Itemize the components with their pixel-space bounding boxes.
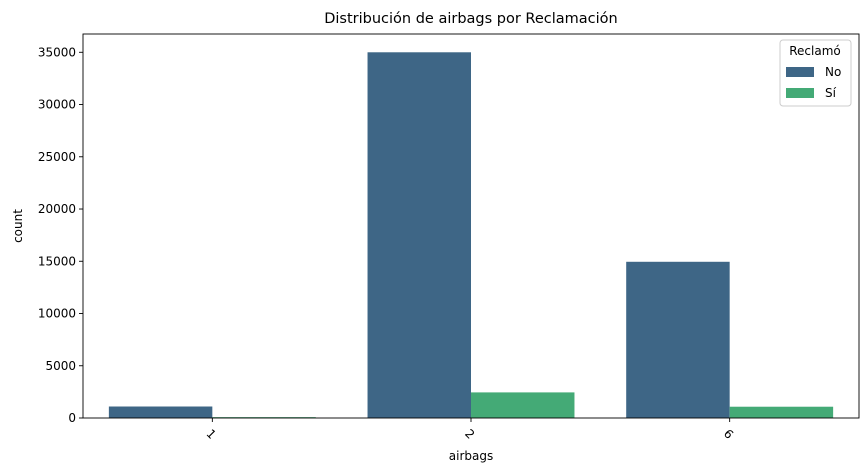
bar-s-6 xyxy=(729,406,834,418)
y-tick-label: 30000 xyxy=(38,98,76,112)
chart-title: Distribución de airbags por Reclamación xyxy=(324,11,618,27)
bar-no-6 xyxy=(626,261,730,418)
legend-label-no: No xyxy=(825,65,841,79)
x-tick-label: 6 xyxy=(721,427,736,442)
y-tick-label: 20000 xyxy=(38,202,76,216)
x-tick-label: 2 xyxy=(462,427,477,442)
x-axis-label: airbags xyxy=(449,449,493,463)
y-tick-label: 0 xyxy=(68,411,76,425)
legend-swatch-si xyxy=(786,88,814,98)
legend-title: Reclamó xyxy=(789,44,841,58)
plot-frame xyxy=(82,33,860,419)
legend: Reclamó No Sí xyxy=(779,39,852,107)
y-tick-label: 10000 xyxy=(38,307,76,321)
x-axis: 1 2 6 xyxy=(204,418,736,442)
bar-no-2 xyxy=(367,52,471,419)
y-axis: 0 5000 10000 15000 20000 25000 30000 35000 xyxy=(38,45,83,425)
x-tick-label: 1 xyxy=(204,427,219,442)
bar-s-2 xyxy=(471,392,575,418)
bar-no-1 xyxy=(108,406,213,418)
y-tick-label: 25000 xyxy=(38,150,76,164)
y-axis-label: count xyxy=(11,209,25,243)
legend-swatch-no xyxy=(786,67,814,77)
y-tick-label: 15000 xyxy=(38,254,76,268)
bars xyxy=(108,52,834,419)
y-tick-label: 5000 xyxy=(45,359,76,373)
legend-label-si: Sí xyxy=(825,86,837,100)
y-tick-label: 35000 xyxy=(38,45,76,59)
